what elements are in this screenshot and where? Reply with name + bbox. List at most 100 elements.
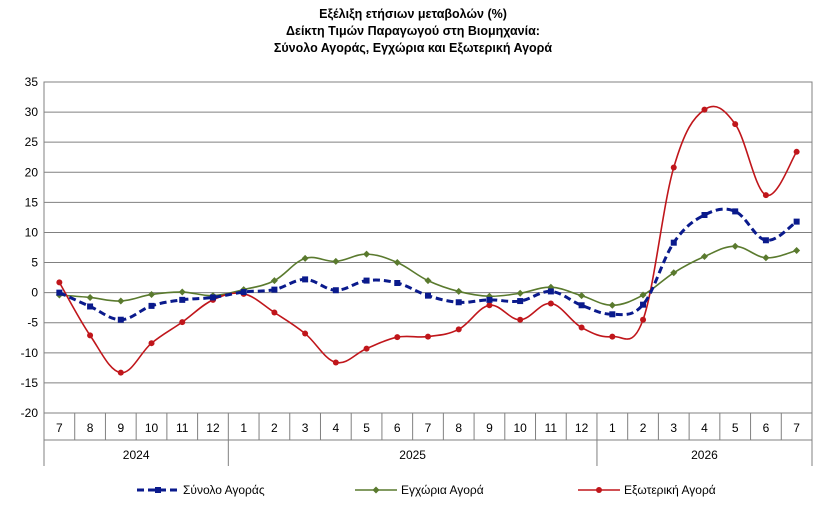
data-point: [516, 289, 524, 297]
data-point: [117, 297, 125, 305]
data-point: [700, 253, 708, 261]
x-tick-label: 9: [117, 421, 124, 435]
x-tick-label: 3: [670, 421, 677, 435]
x-tick-label: 6: [394, 421, 401, 435]
data-point: [639, 291, 647, 299]
y-tick-label: -5: [27, 316, 38, 330]
y-tick-label: 15: [25, 195, 39, 209]
data-point: [394, 334, 401, 341]
data-point: [363, 277, 370, 284]
data-point: [793, 218, 800, 225]
data-point: [793, 247, 801, 255]
data-point: [332, 287, 339, 294]
x-tick-label: 4: [701, 421, 708, 435]
data-point: [455, 299, 462, 306]
year-label: 2025: [399, 448, 426, 462]
chart-title-line-2: Δείκτη Τιμών Παραγωγού στη Βιομηχανία:: [286, 24, 540, 38]
data-point: [578, 324, 585, 331]
data-point: [178, 288, 186, 296]
y-tick-label: 35: [25, 75, 39, 89]
x-tick-label: 4: [332, 421, 339, 435]
data-point: [793, 148, 800, 155]
data-point: [732, 208, 739, 215]
data-point: [56, 279, 63, 286]
series-line-0: [58, 207, 798, 322]
legend-marker: [155, 487, 161, 493]
data-point: [363, 345, 370, 352]
data-point: [302, 276, 309, 283]
data-point: [209, 294, 216, 301]
x-tick-label: 12: [575, 421, 589, 435]
data-point: [640, 301, 647, 308]
data-point: [332, 359, 339, 366]
data-point: [332, 257, 340, 265]
x-tick-label: 11: [545, 421, 558, 435]
data-point: [87, 303, 94, 310]
data-point: [670, 269, 678, 277]
x-tick-label: 10: [513, 421, 527, 435]
data-point: [547, 300, 554, 307]
x-tick-label: 6: [763, 421, 770, 435]
data-point: [670, 239, 677, 246]
legend-marker: [596, 487, 602, 493]
data-point: [425, 333, 431, 340]
data-point: [363, 250, 371, 258]
data-point: [270, 277, 278, 285]
data-point: [148, 302, 155, 309]
data-point: [87, 332, 94, 339]
y-tick-label: 20: [25, 165, 39, 179]
data-point: [701, 106, 708, 113]
series-line-2: [58, 105, 798, 374]
data-point: [517, 298, 524, 305]
data-point: [240, 289, 247, 296]
year-label: 2026: [691, 448, 718, 462]
x-tick-label: 1: [240, 421, 247, 435]
data-point: [179, 319, 186, 326]
x-tick-label: 7: [793, 421, 800, 435]
x-tick-label: 7: [56, 421, 63, 435]
data-point: [608, 301, 616, 309]
data-point: [762, 192, 769, 199]
y-tick-label: 25: [25, 135, 39, 149]
data-point: [56, 289, 63, 296]
x-tick-label: 5: [732, 421, 739, 435]
data-point: [117, 316, 124, 323]
x-tick-label: 8: [455, 421, 462, 435]
data-point: [731, 242, 739, 250]
data-point: [609, 311, 616, 318]
data-point: [271, 286, 278, 293]
data-point: [117, 369, 124, 376]
data-point: [578, 302, 585, 309]
x-tick-label: 9: [486, 421, 493, 435]
data-point: [578, 292, 586, 300]
data-point: [86, 293, 94, 301]
y-tick-label: -20: [21, 406, 39, 420]
legend-label: Σύνολο Αγοράς: [183, 483, 265, 497]
legend-label: Εγχώρια Αγορά: [401, 483, 484, 497]
data-point: [424, 277, 432, 285]
legend-marker: [372, 486, 380, 494]
data-point: [271, 309, 278, 316]
data-point: [425, 292, 431, 299]
y-tick-label: 0: [31, 286, 38, 300]
chart-title: Εξέλιξη ετήσιων μεταβολών (%) Δείκτη Τιμ…: [0, 6, 826, 57]
chart-title-line-3: Σύνολο Αγοράς, Εγχώρια και Εξωτερική Αγο…: [273, 41, 553, 55]
x-tick-label: 12: [206, 421, 220, 435]
x-tick-label: 1: [609, 421, 616, 435]
x-tick-label: 2: [640, 421, 647, 435]
plot-border: [43, 81, 813, 414]
data-point: [393, 259, 401, 267]
y-tick-label: 5: [31, 256, 38, 270]
data-point: [701, 212, 708, 219]
data-point: [609, 333, 616, 340]
data-point: [762, 237, 769, 244]
y-tick-label: -10: [21, 346, 39, 360]
x-tick-label: 2: [271, 421, 278, 435]
legend-label: Εξωτερική Αγορά: [624, 483, 716, 497]
data-point: [394, 280, 401, 287]
x-tick-label: 11: [176, 421, 189, 435]
data-point: [762, 254, 770, 262]
data-point: [148, 340, 155, 347]
